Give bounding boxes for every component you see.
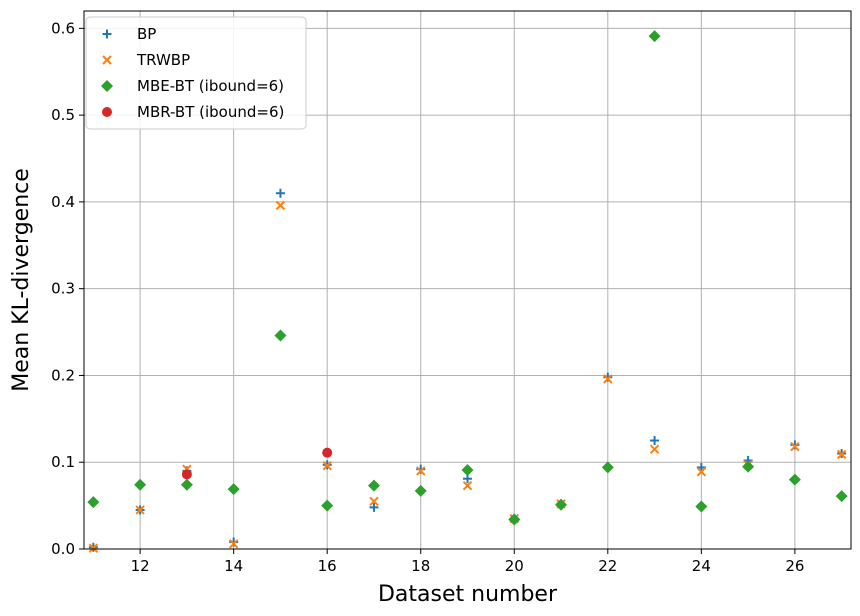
legend-label: MBE-BT (ibound=6) — [137, 77, 284, 95]
data-point — [462, 480, 473, 491]
x-axis-title: Dataset number — [378, 582, 558, 607]
data-point — [461, 464, 474, 477]
data-point — [87, 496, 100, 509]
legend: BP TRWBP MBE-BT (ibound=6) MBR-BT (ibound=6… — [85, 16, 307, 130]
data-point — [836, 449, 847, 460]
data-point — [601, 461, 614, 474]
data-point — [321, 499, 334, 512]
y-tick-label: 0.4 — [51, 193, 75, 211]
data-point — [555, 498, 568, 511]
data-point — [369, 502, 379, 512]
y-tick-label: 0.3 — [51, 280, 75, 298]
data-point — [603, 374, 613, 384]
data-point — [134, 478, 147, 491]
data-point — [180, 478, 193, 491]
legend-label: TRWBP — [136, 51, 190, 69]
x-tick-label: 22 — [598, 557, 617, 575]
data-point — [835, 490, 848, 503]
x-tick-label: 12 — [131, 557, 150, 575]
legend-marker — [102, 55, 112, 65]
y-tick-label: 0.5 — [51, 106, 75, 124]
y-axis-ticks: 0.0 0.1 0.2 0.3 0.4 0.5 0.6 — [51, 19, 84, 558]
y-tick-label: 0.1 — [51, 453, 75, 471]
legend-item: TRWBP — [102, 51, 190, 69]
data-point — [695, 500, 708, 513]
data-point — [788, 473, 801, 486]
x-tick-label: 20 — [505, 557, 524, 575]
legend-item: MBE-BT (ibound=6) — [101, 77, 284, 95]
data-point — [322, 460, 332, 471]
data-point — [275, 188, 285, 198]
x-tick-label: 18 — [411, 557, 430, 575]
x-tick-label: 26 — [785, 557, 804, 575]
x-tick-label: 16 — [318, 557, 337, 575]
data-point — [649, 444, 660, 454]
data-point — [742, 460, 755, 473]
plot-frame — [83, 10, 852, 550]
data-point — [369, 496, 379, 506]
data-point — [790, 441, 800, 452]
x-axis-ticks: 12 14 16 18 20 22 24 26 — [131, 549, 804, 575]
data-point — [275, 200, 286, 211]
data-point — [322, 447, 333, 458]
x-tick-label: 14 — [224, 557, 243, 575]
x-tick-label: 24 — [692, 557, 711, 575]
y-axis-title: Mean KL-divergence — [9, 168, 34, 392]
data-point — [181, 469, 192, 480]
legend-marker — [102, 29, 112, 39]
data-point — [414, 484, 427, 497]
data-point — [228, 539, 239, 549]
data-point — [135, 505, 145, 515]
legend-item: MBR-BT (ibound=6) — [102, 103, 284, 121]
legend-label: MBR-BT (ibound=6) — [137, 103, 284, 121]
data-point — [696, 467, 707, 477]
legend-box — [85, 16, 307, 130]
series-3 — [87, 30, 848, 526]
data-marks — [87, 30, 848, 553]
data-point — [508, 513, 521, 526]
data-point — [648, 30, 661, 43]
data-point — [227, 483, 240, 496]
data-point — [650, 436, 660, 446]
data-point — [88, 543, 99, 553]
data-point — [416, 466, 426, 476]
y-tick-label: 0.2 — [51, 366, 75, 384]
data-point — [274, 329, 287, 342]
data-point — [367, 479, 380, 492]
legend-label: BP — [137, 25, 156, 43]
legend-item: BP — [102, 25, 156, 43]
y-tick-label: 0.0 — [51, 540, 75, 558]
y-tick-label: 0.6 — [51, 19, 75, 37]
legend-marker — [102, 107, 112, 117]
series-4 — [181, 447, 333, 480]
legend-marker — [101, 80, 113, 92]
